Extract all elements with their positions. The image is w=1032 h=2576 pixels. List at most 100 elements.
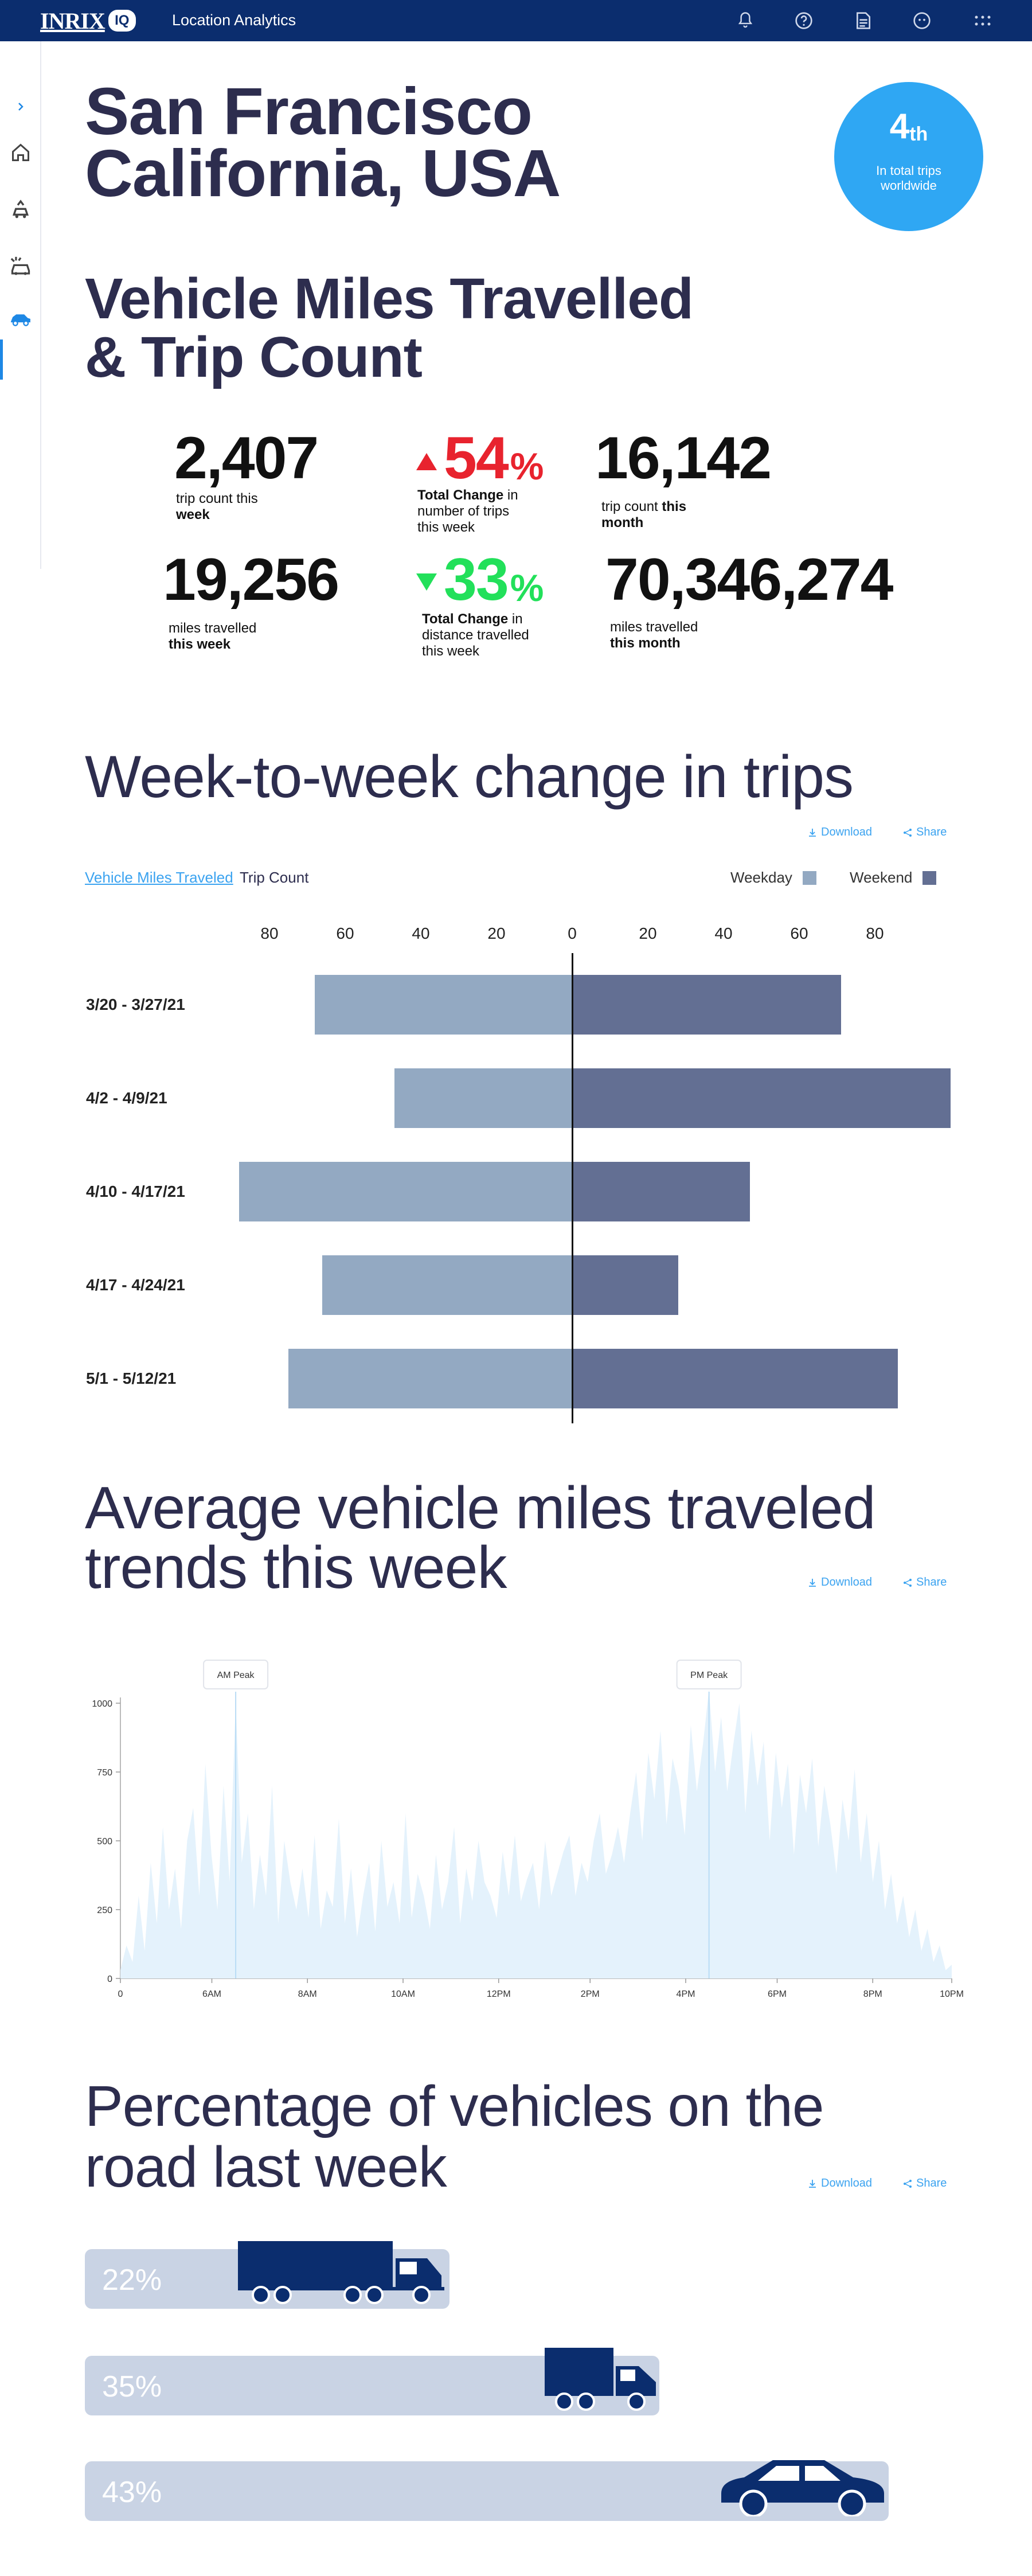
legend-weekend-swatch (922, 871, 937, 885)
rank-caption: In total trips worldwide (876, 163, 941, 193)
weekday-bar[interactable] (315, 975, 572, 1035)
legend-weekend: Weekend (850, 869, 937, 887)
x-tick-label: 8AM (298, 1989, 317, 1999)
peak-tooltip (203, 1660, 269, 1689)
y-tick-label: 500 (97, 1837, 112, 1847)
x-tick-label: 40 (412, 924, 430, 942)
download-icon (809, 2179, 816, 2188)
legend-weekday: Weekday (730, 869, 816, 887)
x-tick-label: 12PM (487, 1989, 511, 1999)
trip-count-week-label: trip count this week (176, 491, 258, 522)
download-icon (809, 1578, 816, 1587)
top-navigation-bar: INRIX IQ Location Analytics (0, 0, 1032, 41)
x-tick-label: 8PM (863, 1989, 882, 1999)
help-icon[interactable] (793, 10, 814, 31)
peak-tooltip (676, 1660, 742, 1689)
pct-download-button[interactable]: Download (807, 2177, 872, 2190)
apps-grid-icon[interactable] (972, 10, 993, 31)
weekend-bar[interactable] (572, 1068, 951, 1128)
rank-badge: 4th In total trips worldwide (834, 82, 983, 231)
download-icon (809, 828, 816, 837)
wtw-share-button[interactable]: Share (902, 826, 947, 839)
vmt-section-title: Vehicle Miles Travelled & Trip Count (85, 267, 694, 389)
x-tick-label: 40 (714, 924, 733, 942)
percentage-label: 35% (102, 2370, 162, 2403)
category-label: 4/17 - 4/24/21 (86, 1276, 185, 1294)
x-tick-label: 10AM (391, 1989, 415, 1999)
weekday-bar[interactable] (322, 1255, 572, 1315)
category-label: 4/2 - 4/9/21 (86, 1089, 167, 1107)
category-label: 5/1 - 5/12/21 (86, 1369, 177, 1387)
weekend-bar[interactable] (572, 1162, 750, 1221)
weekday-bar[interactable] (394, 1068, 572, 1128)
rank-suffix: th (909, 123, 928, 145)
miles-week-label: miles travelled this week (169, 620, 257, 652)
page-title: San Francisco California, USA (85, 78, 561, 206)
home-icon[interactable] (8, 140, 33, 165)
weekday-bar[interactable] (239, 1162, 572, 1221)
percentage-label: 43% (102, 2476, 162, 2509)
category-label: 3/20 - 3/27/21 (86, 996, 185, 1013)
zero-axis-line (572, 953, 573, 1423)
miles-month-label: miles travelled this month (610, 619, 698, 651)
peak-label: AM Peak (217, 1671, 255, 1680)
trip-change-value: 54% (444, 425, 544, 491)
semi-truck-icon (238, 2241, 450, 2307)
wtw-section-title: Week-to-week change in trips (85, 744, 854, 810)
pct-section-title: Percentage of vehicles on the road last … (85, 2074, 824, 2199)
x-tick-label: 6AM (202, 1989, 221, 1999)
legend-weekday-swatch (802, 871, 816, 885)
y-tick-label: 0 (107, 1974, 112, 1984)
weekend-bar[interactable] (572, 975, 841, 1035)
document-icon[interactable] (853, 10, 874, 31)
miles-month-value: 70,346,274 (605, 547, 894, 613)
trip-count-month-label: trip count this month (601, 499, 687, 530)
y-tick-label: 1000 (92, 1699, 112, 1709)
trip-count-month-value: 16,142 (595, 425, 772, 491)
tab-vehicle-miles-traveled[interactable]: Vehicle Miles Traveled (85, 869, 233, 886)
rank-value: 4th (889, 107, 928, 146)
trip-change-up-arrow-icon (416, 453, 437, 470)
area-series[interactable] (120, 1689, 952, 1978)
avg-share-button[interactable]: Share (902, 1576, 947, 1589)
logo-badge: IQ (108, 10, 136, 32)
wtw-download-button[interactable]: Download (807, 826, 872, 839)
weekend-bar[interactable] (572, 1349, 898, 1408)
y-tick-label: 250 (97, 1906, 112, 1915)
miles-change-down-arrow-icon (416, 573, 437, 591)
x-tick-label: 6PM (768, 1989, 787, 1999)
car-crash-icon[interactable] (8, 253, 33, 279)
inrix-logo[interactable]: INRIX IQ (40, 8, 136, 34)
account-icon[interactable] (912, 10, 932, 31)
x-tick-label: 80 (260, 924, 279, 942)
trip-count-week-value: 2,407 (174, 425, 319, 491)
miles-change-label: Total Change in distance travelled this … (422, 611, 529, 659)
x-tick-label: 20 (639, 924, 657, 942)
x-tick-label: 60 (790, 924, 808, 942)
car-icon[interactable] (8, 306, 33, 331)
x-tick-label: 4PM (677, 1989, 695, 1999)
bell-icon[interactable] (735, 10, 756, 31)
x-tick-label: 0 (568, 924, 577, 942)
share-icon (904, 828, 912, 837)
box-truck-icon (545, 2348, 659, 2414)
tab-trip-count[interactable]: Trip Count (240, 869, 309, 886)
x-tick-label: 10PM (940, 1989, 964, 1999)
percentage-label: 22% (102, 2263, 162, 2297)
pct-share-button[interactable]: Share (902, 2177, 947, 2190)
miles-change-value: 33% (444, 547, 544, 613)
weekend-bar[interactable] (572, 1255, 678, 1315)
left-sidebar (0, 41, 41, 569)
peak-label: PM Peak (690, 1671, 728, 1680)
traffic-icon[interactable] (8, 197, 33, 223)
weekday-bar[interactable] (288, 1349, 572, 1408)
sidebar-active-indicator (0, 339, 3, 380)
miles-week-value: 19,256 (163, 547, 339, 613)
expand-chevron-icon[interactable] (8, 94, 33, 119)
avg-download-button[interactable]: Download (807, 1576, 872, 1589)
share-icon (904, 1578, 912, 1587)
x-tick-label: 80 (866, 924, 884, 942)
y-tick-label: 750 (97, 1768, 112, 1778)
x-tick-label: 60 (336, 924, 354, 942)
x-tick-label: 2PM (581, 1989, 600, 1999)
